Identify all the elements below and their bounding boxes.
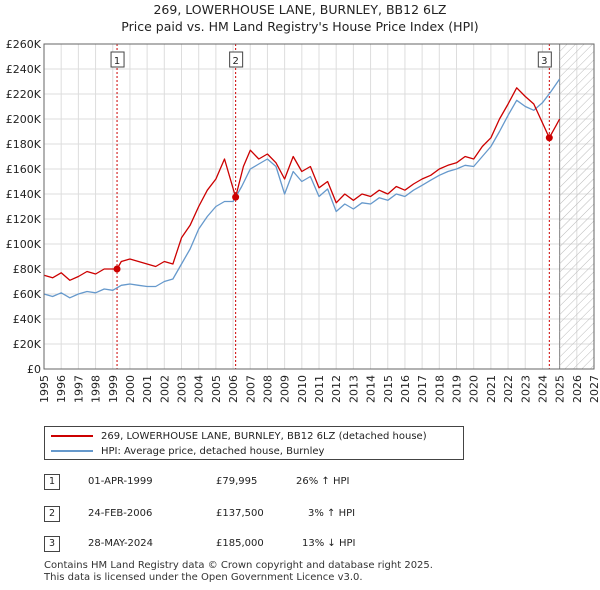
x-tick-label: 2022 (502, 375, 515, 403)
y-tick-label: £200K (6, 113, 42, 126)
x-tick-label: 2007 (244, 375, 257, 403)
y-tick-label: £240K (6, 63, 42, 76)
x-tick-label: 1997 (72, 375, 85, 403)
sale-marker-box (110, 51, 125, 68)
sale-number-badge: 2 (44, 506, 60, 522)
sale-marker-box (229, 51, 244, 68)
legend-item-property: 269, LOWERHOUSE LANE, BURNLEY, BB12 6LZ … (51, 429, 427, 443)
x-tick-label: 2025 (554, 375, 567, 403)
x-tick-label: 2003 (176, 375, 189, 403)
x-tick-label: 1998 (90, 375, 103, 403)
sale-marker-number: 2 (232, 56, 238, 67)
y-tick-label: £60K (13, 288, 42, 301)
x-tick-label: 2006 (227, 375, 240, 403)
projection-hatch-area (559, 44, 594, 369)
table-row: 3 28-MAY-2024 £185,000 13% ↓ HPI (44, 536, 444, 552)
legend: 269, LOWERHOUSE LANE, BURNLEY, BB12 6LZ … (44, 426, 464, 460)
sale-point (545, 134, 553, 142)
axis-labels: £0 £20K £40K £60K £80K £100K £120K £140K £160K £1… (6, 38, 600, 403)
sale-price: £79,995 (216, 476, 258, 487)
x-tick-label: 2009 (279, 375, 292, 403)
sale-marker-box (537, 51, 552, 68)
x-tick-label: 2011 (313, 375, 326, 403)
x-tick-label: 2000 (124, 375, 137, 403)
x-tick-label: 2005 (210, 375, 223, 403)
y-tick-label: £100K (6, 238, 42, 251)
series-lines (43, 78, 561, 299)
y-tick-label: £120K (6, 213, 42, 226)
sale-date: 28-MAY-2024 (88, 538, 154, 549)
y-tick-label: £80K (13, 263, 42, 276)
sale-marker-number: 1 (114, 56, 120, 67)
plot-border (43, 43, 595, 370)
series-line-hpi (43, 78, 561, 299)
x-tick-label: 2020 (468, 375, 481, 403)
legend-swatch-hpi (51, 450, 93, 452)
x-tick-label: 2014 (365, 375, 378, 403)
x-tick-label: 2012 (330, 375, 343, 403)
chart-title: 269, LOWERHOUSE LANE, BURNLEY, BB12 6LZ (153, 2, 447, 17)
x-tick-label: 2019 (451, 375, 464, 403)
sale-number-badge: 1 (44, 474, 60, 490)
x-tick-label: 2001 (141, 375, 154, 403)
x-tick-label: 2023 (519, 375, 532, 403)
x-tick-label: 2010 (296, 375, 309, 403)
sale-price: £185,000 (216, 538, 264, 549)
x-tick-label: 2018 (433, 375, 446, 403)
grid (43, 43, 595, 370)
x-tick-label: 2021 (485, 375, 498, 403)
x-tick-label: 2002 (158, 375, 171, 403)
chart-subtitle: Price paid vs. HM Land Registry's House … (121, 19, 479, 34)
footer-licence: This data is licensed under the Open Gov… (44, 572, 363, 583)
x-tick-label: 2008 (261, 375, 274, 403)
legend-item-hpi: HPI: Average price, detached house, Burn… (51, 444, 324, 458)
price-chart: 1 2 3 £0 £20K £40K £60K £80K £100K £120K £140K £16… (6, 38, 600, 403)
y-tick-label: £20K (13, 338, 42, 351)
sale-point (113, 265, 121, 273)
sale-price: £137,500 (216, 508, 264, 519)
x-tick-label: 2004 (193, 375, 206, 403)
sale-marker-number: 3 (541, 56, 547, 67)
x-tick-label: 2026 (571, 375, 584, 403)
x-tick-label: 2013 (347, 375, 360, 403)
sale-markers: 1 2 3 (110, 44, 552, 369)
x-tick-label: 2015 (382, 375, 395, 403)
x-tick-label: 2024 (536, 375, 549, 403)
y-tick-label: £220K (6, 88, 42, 101)
legend-swatch-property (51, 435, 93, 437)
sale-date: 01-APR-1999 (88, 476, 153, 487)
table-row: 1 01-APR-1999 £79,995 26% ↑ HPI (44, 474, 444, 490)
sale-hpi-diff: 3% ↑ HPI (308, 508, 356, 519)
y-tick-label: £260K (6, 38, 42, 51)
x-tick-label: 2027 (588, 375, 600, 403)
x-tick-label: 2016 (399, 375, 412, 403)
sale-hpi-diff: 13% ↓ HPI (302, 538, 356, 549)
y-tick-label: £140K (6, 188, 42, 201)
y-tick-label: £180K (6, 138, 42, 151)
x-tick-label: 1999 (107, 375, 120, 403)
y-tick-label: £40K (13, 313, 42, 326)
legend-label-property: 269, LOWERHOUSE LANE, BURNLEY, BB12 6LZ … (101, 430, 427, 442)
sale-hpi-diff: 26% ↑ HPI (296, 476, 350, 487)
y-tick-label: £160K (6, 163, 42, 176)
legend-label-hpi: HPI: Average price, detached house, Burn… (101, 445, 325, 457)
x-tick-label: 2017 (416, 375, 429, 403)
sale-date: 24-FEB-2006 (88, 508, 153, 519)
y-tick-label: £0 (27, 363, 41, 376)
x-tick-label: 1995 (38, 375, 51, 403)
series-line-property (43, 87, 561, 281)
table-row: 2 24-FEB-2006 £137,500 3% ↑ HPI (44, 506, 444, 522)
sale-number-badge: 3 (44, 536, 60, 552)
x-tick-label: 1996 (55, 375, 68, 403)
footer-copyright: Contains HM Land Registry data © Crown c… (44, 560, 433, 571)
sale-point (232, 193, 240, 201)
